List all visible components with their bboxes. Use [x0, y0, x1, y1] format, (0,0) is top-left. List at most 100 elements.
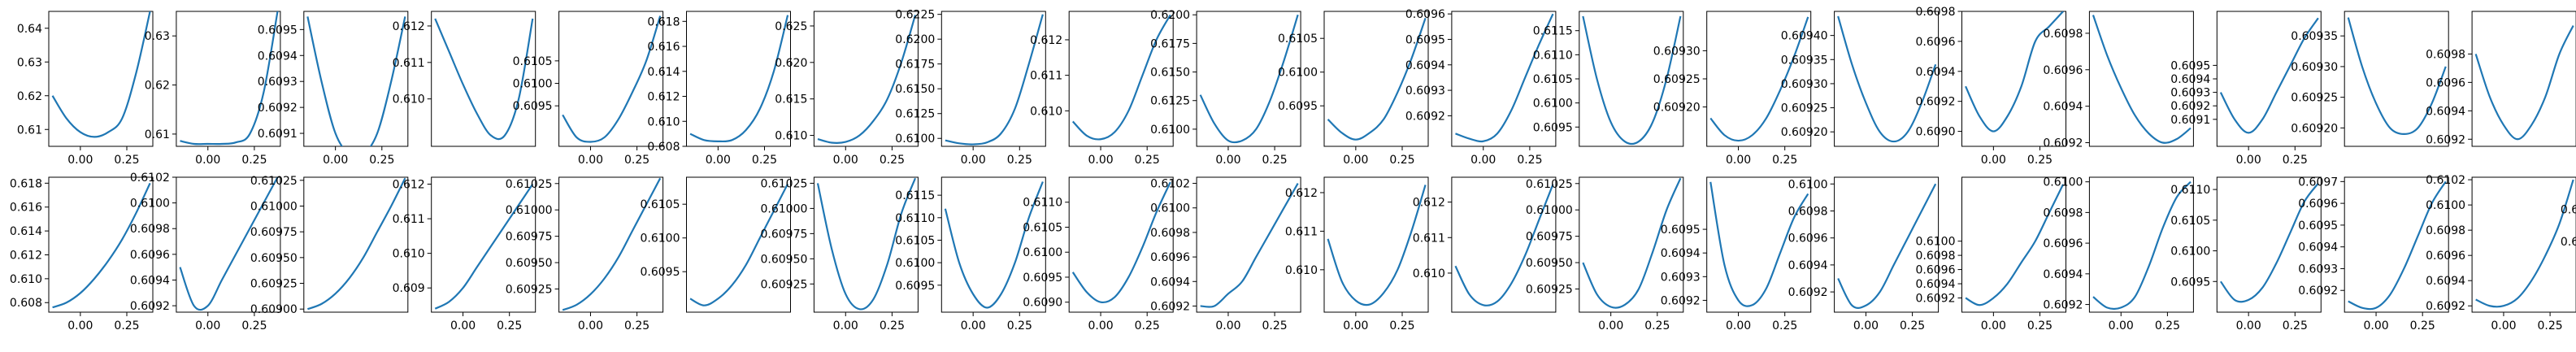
series-line [2219, 182, 2319, 303]
x-tick-label: 0.00 [706, 154, 731, 167]
y-tick-label: 0.61000 [506, 204, 553, 217]
y-tick-label: 0.6105 [1278, 33, 1318, 46]
subplot-r2-c17: 0.6092 0.6094 0.6096 0.6098 0.6100 0.00 0.25 [2043, 176, 2194, 332]
y-tick-label: 0.612 [393, 179, 425, 192]
series-line [1709, 16, 1809, 142]
y-tick-label: 0.6092 [2426, 300, 2465, 313]
x-tick-label: 0.25 [1007, 154, 1032, 167]
series-line [816, 177, 916, 311]
x-tick-label: 0.00 [578, 154, 603, 167]
subplot-r2-c10: 0.6092 0.6094 0.6096 0.6098 0.6100 0.6102 0.00… [1150, 176, 1301, 332]
axes-frame [558, 176, 664, 313]
subplot-r1-c3: 0.6091 0.6092 0.6093 0.6094 0.6095 0.00 0.25 [258, 11, 409, 167]
series-line [1837, 15, 1937, 143]
subplot-r2-c2: 0.6092 0.6094 0.6096 0.6098 0.6100 0.6102 0.00… [130, 172, 281, 332]
y-tick-label: 0.60935 [2291, 30, 2338, 43]
y-tick-label: 0.6098 [2043, 206, 2083, 219]
x-tick-label: 0.00 [1215, 154, 1240, 167]
axes-frame [1323, 11, 1429, 147]
series-line [1582, 177, 1682, 309]
y-tick-label: 0.6094 [2426, 275, 2465, 288]
subplot-r2-c3: 0.60900 0.60925 0.60950 0.60975 0.61000 0.610… [250, 175, 409, 316]
y-tick-label: 0.60925 [1781, 102, 1828, 115]
subplot-r2-c14: 0.6092 0.6093 0.6094 0.6095 0.00 0.25 [1661, 176, 1812, 332]
x-tick-label: 0.00 [1343, 154, 1368, 167]
series-line [1837, 183, 1937, 309]
x-tick-label: 0.00 [1470, 154, 1496, 167]
y-tick-label: 0.6095 [2170, 59, 2210, 72]
x-tick-label: 0.25 [2283, 319, 2308, 332]
y-tick-label: 0.6105 [2170, 215, 2210, 228]
subplot-r1-c14: 0.60920 0.60925 0.60930 0.00 0.25 [1653, 11, 1812, 167]
series-line [2348, 180, 2447, 311]
y-tick-label: 0.612 [1030, 34, 1062, 47]
y-tick-label: 0.6105 [641, 198, 680, 211]
y-tick-label: 0.6091 [258, 128, 298, 141]
y-tick-label: 0.612 [10, 249, 42, 262]
subplot-r1-c12: 0.6092 0.6093 0.6094 0.6095 0.6096 0.00 0.25 [1405, 8, 1557, 167]
x-tick-label: 0.25 [1772, 319, 1797, 332]
x-tick-label: 0.00 [195, 154, 220, 167]
series-line [1071, 181, 1171, 304]
y-tick-label: 0.6090 [1023, 297, 1062, 310]
x-tick-label: 0.25 [880, 319, 905, 332]
subplot-r1-c4: 0.610 0.611 0.612 [393, 11, 536, 147]
axes-frame [1706, 11, 1812, 147]
y-tick-label: 0.6093 [2298, 263, 2338, 276]
series-line [1454, 184, 1554, 306]
axes-frame [1961, 176, 2066, 313]
y-tick-label: 0.6200 [895, 33, 935, 46]
y-tick-label: 0.61025 [1526, 178, 1573, 191]
y-tick-label: 0.6095 [2170, 276, 2210, 289]
x-tick-label: 0.25 [2155, 319, 2180, 332]
y-tick-label: 0.60925 [2291, 92, 2338, 105]
y-tick-label: 0.6225 [895, 9, 935, 22]
subplot-r2-c1: 0.608 0.610 0.612 0.614 0.616 0.618 0.00 0.25 [10, 176, 154, 332]
y-tick-label: 0.610 [393, 93, 425, 106]
y-tick-label: 0.6100 [1916, 236, 1956, 249]
y-tick-label: 0.6102 [130, 172, 170, 185]
y-tick-label: 0.60940 [1781, 30, 1828, 43]
y-tick-label: 0.6096 [2426, 76, 2465, 89]
y-tick-label: 0.6090 [1916, 126, 1956, 139]
y-tick-label: 0.60925 [760, 278, 807, 291]
y-tick-label: 0.6098 [2426, 224, 2465, 237]
y-tick-label: 0.61025 [250, 175, 298, 188]
y-tick-label: 0.60925 [250, 278, 298, 291]
subplot-r2-c12: 0.610 0.611 0.612 [1413, 176, 1557, 313]
y-tick-label: 0.6110 [1533, 49, 1573, 62]
y-tick-label: 0.62 [145, 80, 170, 93]
y-tick-label: 0.6100 [641, 232, 680, 246]
x-tick-label: 0.25 [2027, 154, 2053, 167]
y-tick-label: 0.6092 [1916, 96, 1956, 109]
y-tick-label: 0.611 [2561, 236, 2576, 249]
y-tick-label: 0.612 [2561, 204, 2576, 217]
x-tick-label: 0.25 [2410, 319, 2435, 332]
x-tick-label: 0.00 [2491, 319, 2516, 332]
axes-frame [303, 176, 409, 313]
y-tick-label: 0.6094 [2043, 101, 2083, 114]
y-tick-label: 0.60900 [250, 303, 298, 316]
y-tick-label: 0.61 [145, 128, 170, 141]
series-line [562, 15, 662, 143]
x-tick-label: 0.25 [497, 319, 522, 332]
y-tick-label: 0.6098 [1916, 6, 1956, 19]
y-tick-label: 0.60930 [2291, 61, 2338, 74]
axes-frame [1579, 176, 1684, 313]
y-tick-label: 0.61025 [506, 178, 553, 191]
x-tick-label: 0.00 [1598, 319, 1623, 332]
y-tick-label: 0.60950 [250, 252, 298, 265]
y-tick-label: 0.6098 [1788, 206, 1828, 219]
subplot-r2-c15: 0.6092 0.6094 0.6096 0.6098 0.6100 0.00 0.25 [1788, 176, 1940, 332]
y-tick-label: 0.60930 [1781, 78, 1828, 91]
x-tick-label: 0.00 [1215, 319, 1240, 332]
series-line [945, 14, 1044, 146]
subplot-r2-c5: 0.60925 0.60950 0.60975 0.61000 0.61025 0.00 0… [506, 176, 664, 332]
y-tick-label: 0.61025 [760, 177, 807, 190]
y-tick-label: 0.6100 [895, 257, 935, 270]
x-tick-label: 0.00 [961, 154, 986, 167]
axes-frame [176, 11, 281, 147]
y-tick-label: 0.60975 [506, 231, 553, 244]
series-line [1200, 183, 1299, 308]
